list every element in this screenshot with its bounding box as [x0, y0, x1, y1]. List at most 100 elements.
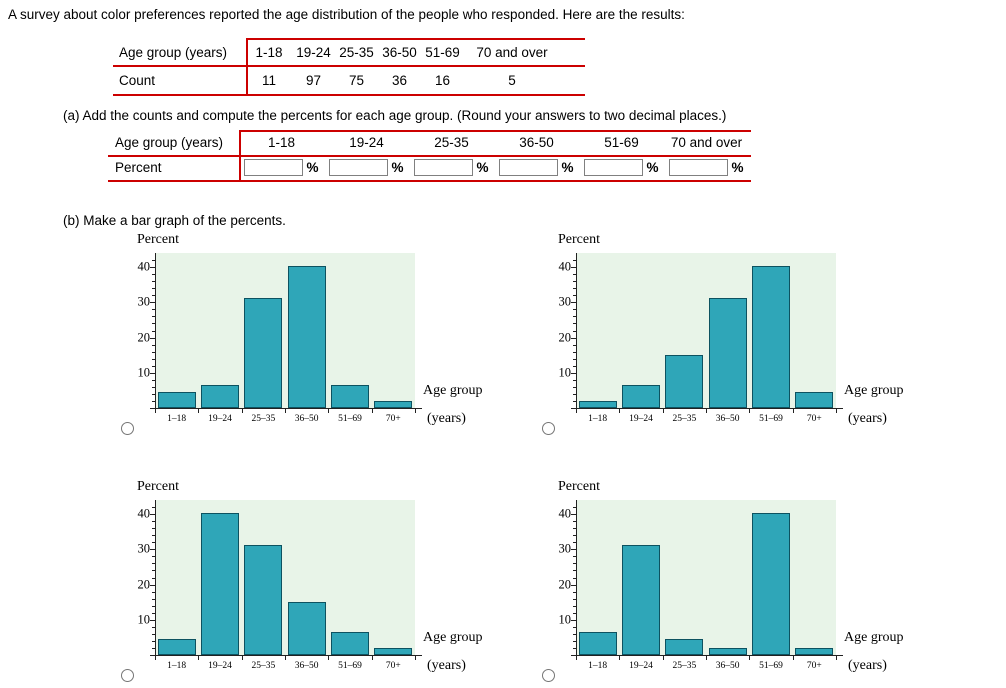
bar-6 — [374, 400, 413, 408]
bar-5 — [752, 265, 790, 408]
x-tick — [328, 409, 330, 413]
x-tick — [198, 409, 200, 413]
x-tick-label: 36–50 — [294, 414, 319, 424]
x-tick-label: 36–50 — [715, 414, 740, 424]
y-minor-tick — [152, 598, 155, 600]
graph-option-3-radio[interactable] — [121, 669, 134, 682]
y-minor-tick — [573, 316, 576, 318]
graph-option-2-radio[interactable] — [542, 422, 555, 435]
percent-sign: % — [561, 160, 574, 175]
age-group-header: 70 and over — [476, 44, 548, 60]
bar-1 — [157, 391, 196, 408]
percent-sign: % — [731, 160, 744, 175]
age-group-header: 36-50 — [519, 135, 554, 150]
x-tick — [155, 656, 156, 660]
y-minor-tick — [573, 330, 576, 332]
x-tick — [619, 656, 621, 660]
bar-3 — [665, 638, 704, 655]
x-tick — [285, 409, 286, 413]
y-minor-tick — [573, 626, 576, 628]
y-minor-tick — [152, 640, 155, 642]
y-major-tick — [571, 372, 576, 374]
chart-ylabel: Percent — [137, 232, 179, 247]
graph-option-4-radio[interactable] — [542, 669, 555, 682]
x-tick-label: 1–18 — [167, 661, 187, 671]
y-minor-tick — [573, 393, 576, 395]
y-minor-tick — [152, 577, 155, 579]
bar-3 — [244, 297, 283, 408]
y-tick-label: 20 — [558, 330, 572, 345]
y-minor-tick — [152, 309, 155, 311]
percent-input-2[interactable] — [329, 159, 389, 176]
y-tick-label: 30 — [137, 294, 151, 309]
percent-input-3[interactable] — [414, 159, 474, 176]
x-tick — [371, 409, 373, 413]
x-axis — [571, 408, 843, 409]
y-minor-tick — [152, 605, 155, 607]
y-tick-label: 40 — [558, 259, 572, 274]
x-tick — [371, 656, 373, 660]
y-major-tick — [150, 302, 155, 304]
chart-xlabel-line2: (years) — [848, 658, 887, 673]
y-major-tick — [571, 619, 576, 621]
percent-input-6[interactable] — [669, 159, 729, 176]
chart-ylabel: Percent — [137, 479, 179, 494]
table-border — [108, 155, 751, 157]
graph-option-1-radio[interactable] — [121, 422, 134, 435]
y-minor-tick — [573, 640, 576, 642]
percent-input-1[interactable] — [244, 159, 304, 176]
bar-4 — [708, 297, 747, 408]
x-tick-label: 51–69 — [759, 661, 783, 671]
y-minor-tick — [573, 358, 576, 360]
y-tick-label: 30 — [558, 541, 572, 556]
bar-graph-option-4: Percent 10 20 30 40 1–18 19–24 25–35 36–50 51–69 7… — [541, 477, 941, 683]
percent-cell: % — [324, 159, 409, 176]
y-tick-label: 20 — [137, 577, 151, 592]
y-minor-tick — [573, 528, 576, 530]
y-minor-tick — [573, 563, 576, 565]
y-minor-tick — [152, 400, 155, 402]
y-minor-tick — [573, 260, 576, 262]
chart-ylabel: Percent — [558, 479, 600, 494]
y-minor-tick — [152, 542, 155, 544]
x-tick-label: 25–35 — [251, 414, 276, 424]
y-minor-tick — [152, 358, 155, 360]
chart-xlabel-line2: (years) — [427, 411, 466, 426]
percent-input-4[interactable] — [499, 159, 559, 176]
y-minor-tick — [573, 647, 576, 649]
y-minor-tick — [152, 633, 155, 635]
percent-input-5[interactable] — [584, 159, 644, 176]
chart-plot-area — [576, 500, 836, 655]
y-minor-tick — [573, 556, 576, 558]
age-group-header: 1-18 — [267, 135, 296, 150]
y-minor-tick — [573, 591, 576, 593]
bar-5 — [752, 512, 790, 655]
y-minor-tick — [152, 295, 155, 297]
y-tick-label: 30 — [558, 294, 572, 309]
y-tick-label: 10 — [558, 365, 572, 380]
percent-cell: % — [494, 159, 579, 176]
percent-table-row2-label: Percent — [115, 160, 162, 175]
y-minor-tick — [152, 570, 155, 572]
bar-2 — [622, 384, 660, 408]
x-tick — [155, 409, 156, 413]
bar-1 — [157, 638, 196, 655]
y-major-tick — [150, 337, 155, 339]
y-major-tick — [571, 337, 576, 339]
y-minor-tick — [573, 542, 576, 544]
age-group-header: 25-35 — [434, 135, 469, 150]
bar-2 — [201, 512, 239, 655]
y-major-tick — [150, 267, 155, 269]
percent-table: Age group (years) 1-18 19-24 25-35 36-50… — [108, 130, 751, 182]
y-major-tick — [571, 514, 576, 516]
y-minor-tick — [573, 507, 576, 509]
counts-table: Age group (years) 1-18 19-24 25-35 36-50… — [113, 38, 585, 96]
x-tick — [241, 409, 243, 413]
y-minor-tick — [152, 351, 155, 353]
x-tick — [749, 656, 751, 660]
bar-4 — [287, 602, 326, 655]
x-tick — [792, 656, 794, 660]
x-tick-label: 25–35 — [251, 661, 276, 671]
percent-cell: % — [664, 159, 749, 176]
bar-3 — [244, 544, 283, 655]
